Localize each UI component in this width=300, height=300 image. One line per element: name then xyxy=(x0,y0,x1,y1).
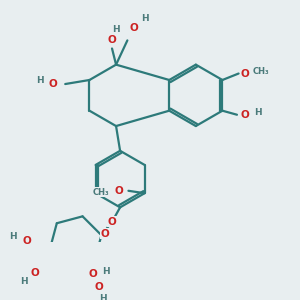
Text: O: O xyxy=(108,35,116,45)
Text: H: H xyxy=(9,232,16,242)
Text: H: H xyxy=(141,14,149,23)
Text: O: O xyxy=(100,229,109,238)
Text: O: O xyxy=(114,186,123,196)
Text: H: H xyxy=(36,76,44,85)
Text: H: H xyxy=(254,108,262,117)
Text: O: O xyxy=(23,236,32,246)
Text: H: H xyxy=(112,25,120,34)
Text: O: O xyxy=(130,23,138,33)
Text: O: O xyxy=(88,269,98,279)
Text: O: O xyxy=(31,268,40,278)
Text: O: O xyxy=(241,110,249,120)
Text: O: O xyxy=(108,217,116,227)
Text: CH₃: CH₃ xyxy=(253,68,269,76)
Text: H: H xyxy=(20,277,28,286)
Text: O: O xyxy=(49,79,58,89)
Text: H: H xyxy=(102,267,110,276)
Text: O: O xyxy=(94,282,103,292)
Text: CH₃: CH₃ xyxy=(93,188,109,197)
Text: O: O xyxy=(241,68,249,79)
Text: H: H xyxy=(99,294,106,300)
